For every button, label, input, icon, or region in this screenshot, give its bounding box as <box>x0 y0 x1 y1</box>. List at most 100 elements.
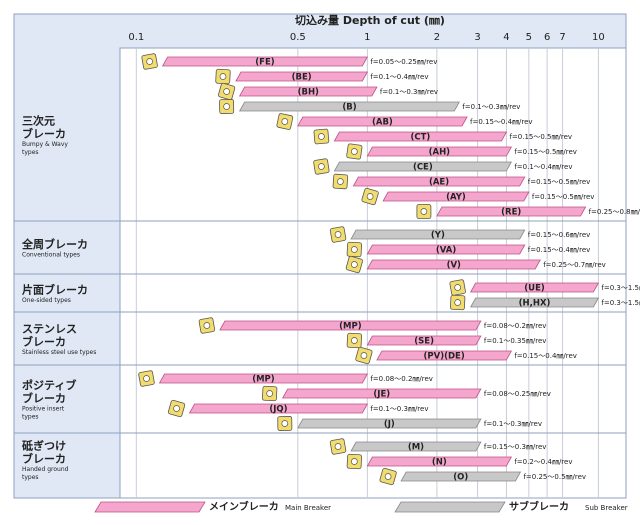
range-bar <box>366 335 482 346</box>
group-subtitle: Handed ground <box>22 466 69 473</box>
feed-label: f=0.25～0.7㎜/rev <box>543 261 606 269</box>
group-title: ブレーカ <box>22 335 66 349</box>
insert-hole <box>454 284 462 291</box>
bar-label: (RE) <box>501 208 521 218</box>
feed-label: f=0.1～0.35㎜/rev <box>484 337 547 345</box>
group-subtitle: Positive insert <box>22 406 65 413</box>
feed-label: f=0.08～0.2㎜/rev <box>370 375 433 383</box>
insert-hole <box>203 322 211 329</box>
insert-hole <box>454 299 462 306</box>
legend-sublabel: Main Breaker <box>285 504 331 512</box>
insert-hole <box>281 118 289 125</box>
bar-label: (CE) <box>413 163 433 173</box>
bar-label: (JQ) <box>269 405 287 415</box>
group-title: ブレーカ <box>22 452 66 466</box>
range-bar <box>158 373 369 384</box>
feed-label: f=0.1～0.3㎜/rev <box>462 103 520 111</box>
feed-label: f=0.1～0.4㎜/rev <box>514 163 572 171</box>
range-bar <box>238 86 378 97</box>
group-subtitle: Conventional types <box>22 252 80 259</box>
feed-label: f=0.1～0.4㎜/rev <box>370 73 428 81</box>
x-tick-label: 3 <box>474 32 480 43</box>
range-bar <box>219 320 482 331</box>
insert-hole <box>350 246 358 253</box>
bar-label: (N) <box>432 458 447 468</box>
feed-label: f=0.15～0.4㎜/rev <box>514 352 577 360</box>
group-title: 砥ぎつけ <box>22 439 66 453</box>
insert-hole <box>350 458 358 465</box>
insert-hole <box>146 58 153 65</box>
insert-hole <box>420 208 428 215</box>
range-bar <box>400 471 522 482</box>
bar-label: (VA) <box>436 246 456 256</box>
range-bar <box>333 161 513 172</box>
range-bar <box>366 146 513 157</box>
bar-label: (Y) <box>431 231 445 241</box>
bar-label: (O) <box>453 473 468 483</box>
range-bar <box>366 456 513 467</box>
x-tick-label: 10 <box>592 32 605 43</box>
feed-label: f=0.15～0.5㎜/rev <box>509 133 572 141</box>
range-bar <box>161 56 369 67</box>
x-tick-label: 7 <box>559 32 565 43</box>
feed-label: f=0.15～0.5㎜/rev <box>532 193 595 201</box>
bar-label: (J) <box>384 420 395 430</box>
bar-label: (AH) <box>429 148 451 158</box>
group-title: 片面ブレーカ <box>22 283 88 297</box>
insert-hole <box>360 352 368 359</box>
insert-hole <box>281 420 289 427</box>
bar-label: (MP) <box>339 322 362 332</box>
range-bar <box>352 176 526 187</box>
feed-label: f=0.3～1.5㎜/rev <box>601 299 640 307</box>
feed-label: f=0.3～1.5㎜/rev <box>601 284 640 292</box>
insert-hole <box>384 473 392 480</box>
insert-hole <box>366 193 374 200</box>
range-bar <box>376 350 513 361</box>
range-bar <box>350 229 526 240</box>
bar-label: (AY) <box>446 193 466 203</box>
group-subtitle: Stainless steel use types <box>22 349 96 356</box>
range-bar <box>382 191 530 202</box>
insert-hole <box>143 375 150 382</box>
feed-label: f=0.05～0.25㎜/rev <box>370 58 437 66</box>
insert-hole <box>223 103 230 110</box>
range-bar <box>235 71 369 82</box>
bar-label: (SE) <box>414 337 434 347</box>
insert-hole <box>223 88 230 95</box>
plot-area <box>119 47 627 499</box>
x-tick-label: 0.1 <box>128 32 144 43</box>
insert-hole <box>266 390 274 397</box>
range-bar <box>188 403 369 414</box>
insert-hole <box>173 405 180 412</box>
legend-sublabel: Sub Breaker <box>585 504 628 512</box>
group-title: ポジティブ <box>22 378 76 392</box>
feed-label: f=0.15～0.5㎜/rev <box>528 178 591 186</box>
group-subtitle: One-sided types <box>22 297 71 304</box>
feed-label: f=0.08～0.25㎜/rev <box>484 390 551 398</box>
insert-hole <box>334 443 342 450</box>
feed-label: f=0.1～0.3㎜/rev <box>484 420 542 428</box>
group-subtitle: types <box>22 474 39 481</box>
range-bar <box>297 116 468 127</box>
bar-label: (M) <box>408 443 424 453</box>
insert-hole <box>318 133 325 140</box>
legend-swatch <box>394 501 506 513</box>
range-bar <box>281 388 482 399</box>
range-bar <box>238 101 460 112</box>
group-title: 全周ブレーカ <box>21 237 88 251</box>
group-title: ステンレス <box>22 323 77 336</box>
range-bar <box>469 282 600 293</box>
x-tick-label: 6 <box>544 32 550 43</box>
insert-hole <box>334 231 342 238</box>
feed-label: f=0.15～0.4㎜/rev <box>470 118 533 126</box>
group-subtitle: Bumpy & Wavy <box>22 141 68 148</box>
insert-hole <box>350 261 358 268</box>
bar-label: (B) <box>342 103 356 113</box>
bar-label: (AB) <box>372 118 393 128</box>
range-bar <box>366 259 541 270</box>
legend-swatch <box>94 501 206 513</box>
range-bar <box>436 206 587 217</box>
legend-label: メインブレーカ <box>209 500 279 513</box>
bar-label: (BE) <box>292 73 312 83</box>
